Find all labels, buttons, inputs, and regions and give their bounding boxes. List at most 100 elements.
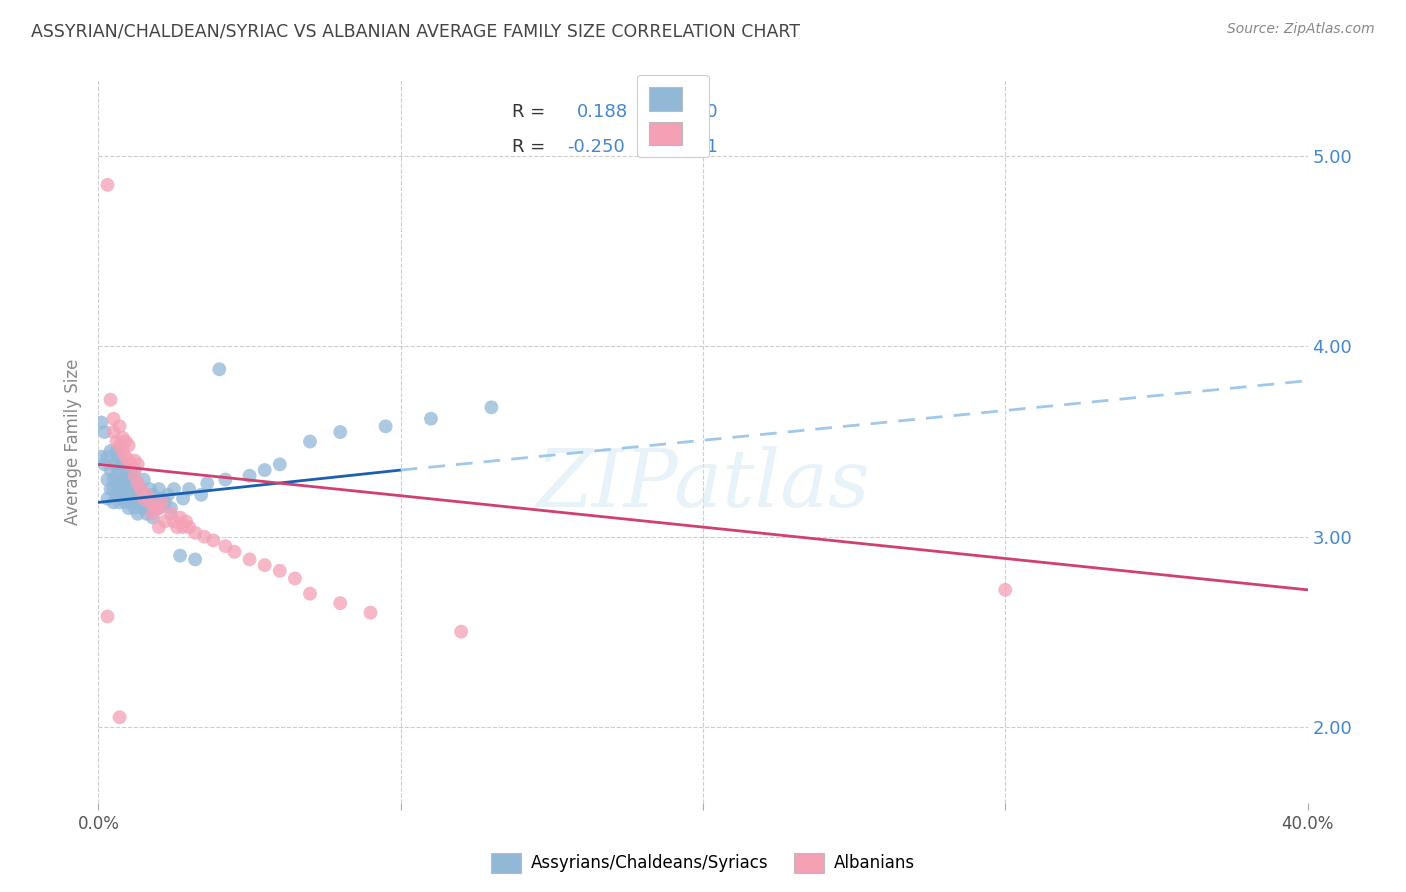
Text: R =: R = — [512, 137, 546, 156]
Text: 0.188: 0.188 — [578, 103, 628, 121]
Point — [145, 495, 167, 509]
Point — [118, 453, 141, 467]
Point — [148, 482, 170, 496]
Point — [124, 468, 146, 483]
Point — [450, 624, 472, 639]
Legend: , : , — [637, 75, 709, 157]
Point — [127, 507, 149, 521]
Point — [108, 463, 131, 477]
Text: -0.250: -0.250 — [568, 137, 626, 156]
Point — [127, 458, 149, 472]
Point — [121, 495, 143, 509]
Text: ASSYRIAN/CHALDEAN/SYRIAC VS ALBANIAN AVERAGE FAMILY SIZE CORRELATION CHART: ASSYRIAN/CHALDEAN/SYRIAC VS ALBANIAN AVE… — [31, 22, 800, 40]
Point — [174, 515, 197, 529]
Point — [96, 178, 118, 192]
Point — [135, 507, 157, 521]
Point — [111, 473, 134, 487]
Point — [253, 463, 276, 477]
Point — [214, 539, 236, 553]
Point — [114, 434, 136, 449]
Point — [239, 552, 262, 566]
Point — [105, 434, 128, 449]
Point — [124, 488, 146, 502]
Point — [360, 606, 382, 620]
Point — [193, 530, 215, 544]
Text: Source: ZipAtlas.com: Source: ZipAtlas.com — [1227, 22, 1375, 37]
Point — [108, 438, 131, 452]
Point — [132, 491, 155, 506]
Point — [111, 444, 134, 458]
Point — [111, 480, 134, 494]
Point — [172, 491, 194, 506]
Point — [169, 549, 191, 563]
Point — [139, 482, 162, 496]
Point — [103, 458, 125, 472]
Point — [299, 587, 322, 601]
Point — [135, 488, 157, 502]
Point — [127, 476, 149, 491]
Point — [299, 434, 322, 449]
Point — [96, 491, 118, 506]
Point — [184, 525, 207, 540]
Point — [269, 564, 291, 578]
Point — [121, 468, 143, 483]
Point — [190, 488, 212, 502]
Point — [329, 596, 352, 610]
Point — [142, 510, 165, 524]
Point — [179, 482, 201, 496]
Point — [148, 520, 170, 534]
Point — [129, 482, 152, 496]
Point — [139, 501, 162, 516]
Point — [105, 476, 128, 491]
Text: 80: 80 — [696, 103, 718, 121]
Point — [96, 450, 118, 464]
Point — [96, 609, 118, 624]
Point — [145, 501, 167, 516]
Point — [108, 476, 131, 491]
Text: ZIPatlas: ZIPatlas — [536, 446, 870, 524]
Point — [111, 491, 134, 506]
Point — [121, 483, 143, 498]
Point — [129, 495, 152, 509]
Point — [153, 495, 176, 509]
Point — [118, 438, 141, 452]
Point — [105, 458, 128, 472]
Point — [124, 476, 146, 491]
Point — [163, 482, 186, 496]
Point — [184, 552, 207, 566]
Point — [118, 473, 141, 487]
Point — [129, 482, 152, 496]
Point — [96, 473, 118, 487]
Point — [105, 444, 128, 458]
Point — [374, 419, 396, 434]
Point — [148, 501, 170, 516]
Point — [163, 515, 186, 529]
Point — [224, 545, 246, 559]
Point — [100, 482, 122, 496]
Point — [121, 458, 143, 472]
Point — [132, 501, 155, 516]
Point — [114, 483, 136, 498]
Point — [132, 488, 155, 502]
Point — [108, 450, 131, 464]
Point — [214, 473, 236, 487]
Point — [108, 495, 131, 509]
Text: 51: 51 — [696, 137, 718, 156]
Point — [114, 473, 136, 487]
Point — [103, 425, 125, 439]
Point — [111, 431, 134, 445]
Point — [118, 501, 141, 516]
Point — [90, 416, 112, 430]
Point — [105, 468, 128, 483]
Point — [93, 425, 115, 439]
Point — [153, 515, 176, 529]
Text: N =: N = — [655, 103, 689, 121]
Point — [160, 507, 183, 521]
Point — [124, 453, 146, 467]
Point — [208, 362, 231, 376]
Point — [202, 533, 225, 548]
Point — [481, 401, 503, 415]
Point — [156, 488, 179, 502]
Text: N =: N = — [655, 137, 689, 156]
Point — [284, 571, 307, 585]
